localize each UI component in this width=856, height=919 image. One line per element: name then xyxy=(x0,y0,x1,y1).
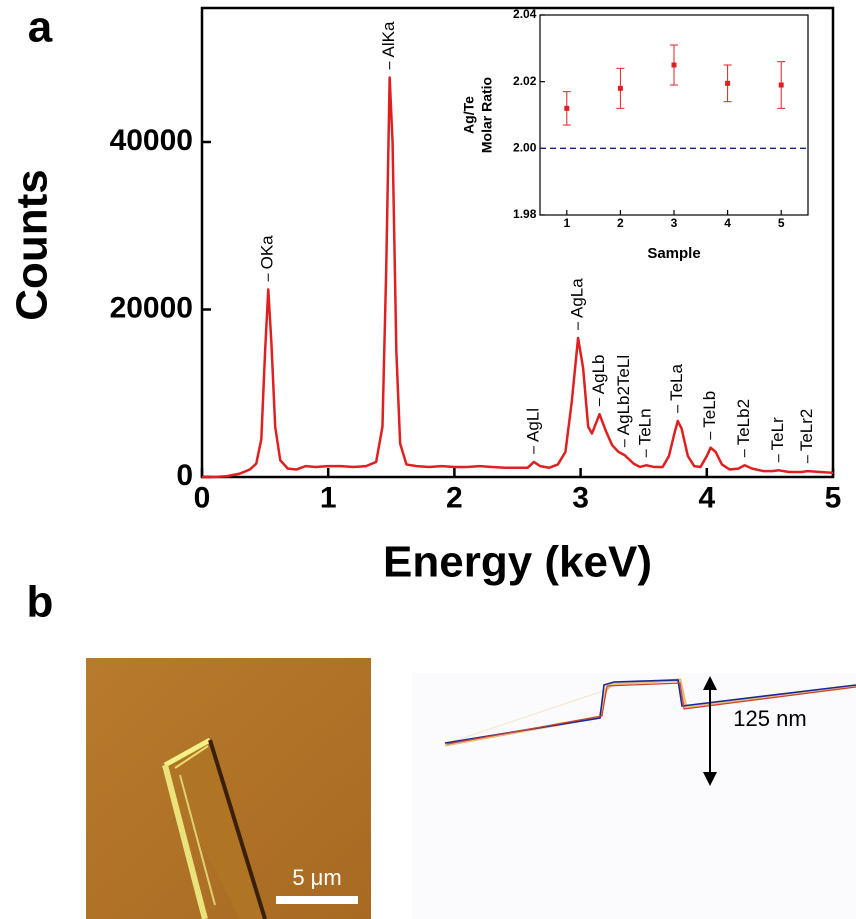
scale-bar-label: 5 μm xyxy=(292,865,341,890)
peak-label: TeLn xyxy=(636,408,655,445)
afm-image: 5 μm xyxy=(86,658,371,919)
peak-label: TeLr xyxy=(768,417,787,450)
point xyxy=(617,85,623,91)
y-tick-label: 40000 xyxy=(110,124,193,157)
peak-label: OKa xyxy=(258,235,277,270)
panel-label: a xyxy=(28,3,53,52)
x-tick-label: 5 xyxy=(825,481,842,514)
height-profile: 125 nm xyxy=(412,673,856,919)
point xyxy=(564,105,570,111)
y-axis-label: Ag/Te xyxy=(461,96,477,134)
y-axis-label: Counts xyxy=(8,169,57,321)
peak-label: AgLa xyxy=(568,278,587,318)
x-tick-label: 4 xyxy=(724,216,731,230)
panel-label: b xyxy=(27,578,54,627)
x-tick-label: 2 xyxy=(617,216,624,230)
peak-label: TeLb2 xyxy=(734,399,753,445)
x-tick-label: 3 xyxy=(671,216,678,230)
point xyxy=(671,62,677,68)
plot-frame xyxy=(200,6,835,479)
x-tick-label: 5 xyxy=(778,216,785,230)
peak-label: AlKa xyxy=(379,21,398,57)
y-tick-label: 2.02 xyxy=(513,74,537,88)
point xyxy=(725,80,731,86)
point xyxy=(778,82,784,88)
x-axis-label: Sample xyxy=(647,245,700,262)
x-tick-label: 3 xyxy=(572,481,589,514)
step-height-label: 125 nm xyxy=(733,706,806,731)
x-axis-label: Energy (keV) xyxy=(383,538,652,587)
peak-label: AgLb xyxy=(589,354,608,394)
x-tick-label: 1 xyxy=(320,481,337,514)
spectrum-line xyxy=(202,76,834,479)
y-axis-label: Molar Ratio xyxy=(479,77,495,153)
y-tick-label: 2.00 xyxy=(513,141,537,155)
peak-label: TeLr2 xyxy=(797,409,816,452)
x-tick-label: 4 xyxy=(698,481,715,514)
x-tick-label: 2 xyxy=(446,481,463,514)
y-tick-label: 2.04 xyxy=(513,7,537,21)
y-tick-label: 20000 xyxy=(110,291,193,324)
peak-label: TeLb xyxy=(700,391,719,428)
x-tick-label: 0 xyxy=(194,481,211,514)
peak-label: AgLb2TeLl xyxy=(614,355,633,435)
peak-label: TeLa xyxy=(667,363,686,400)
peak-label: AgLl xyxy=(523,408,542,442)
y-tick-label: 1.98 xyxy=(513,207,537,221)
x-tick-label: 1 xyxy=(563,216,570,230)
y-tick-label: 0 xyxy=(176,459,193,492)
